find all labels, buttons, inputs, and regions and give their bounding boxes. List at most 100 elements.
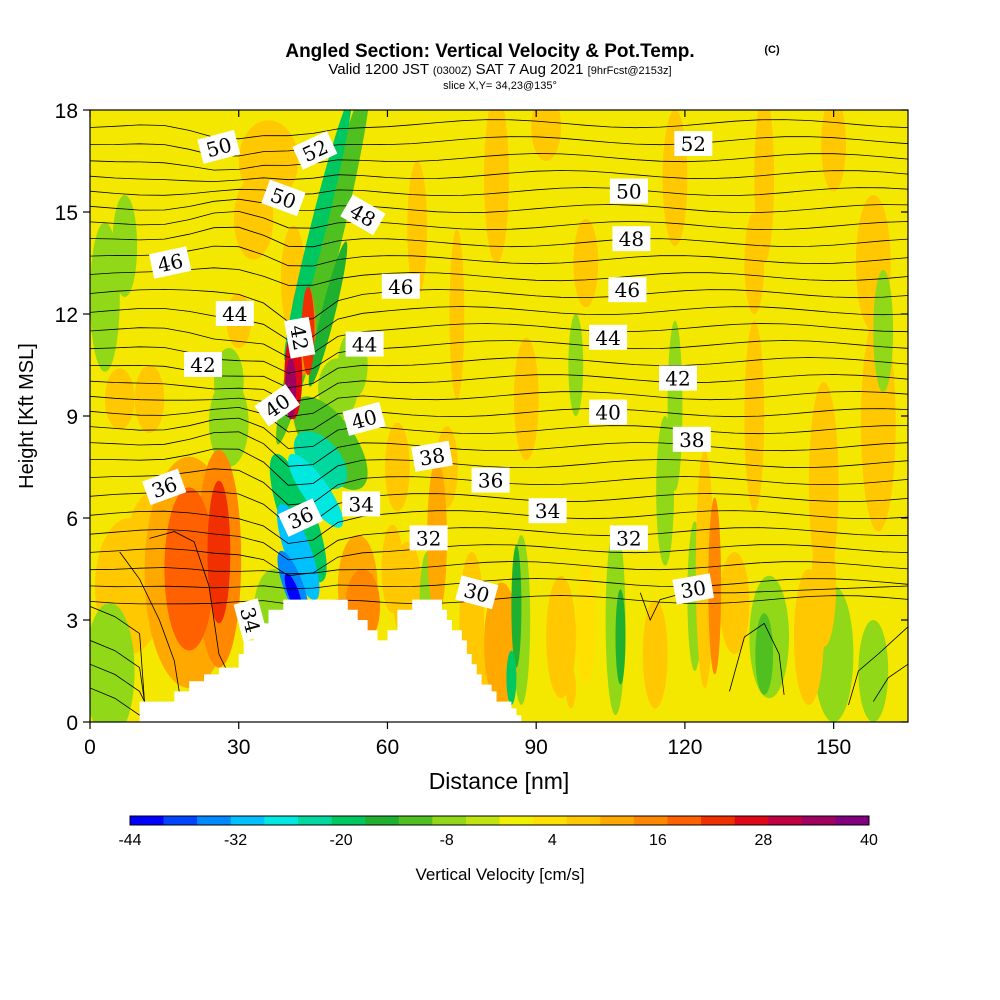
contour-label-bg — [672, 426, 711, 452]
theta-contour-line — [848, 626, 908, 706]
theta-contour-label: 38 — [411, 440, 453, 472]
theta-contour-line — [872, 663, 908, 702]
x-tick-label: 150 — [816, 736, 851, 759]
colorbar-swatch — [365, 816, 400, 825]
colorbar-label: Vertical Velocity [cm/s] — [415, 865, 584, 884]
contour-label-text: 44 — [595, 326, 620, 350]
theta-contour-line — [90, 544, 908, 577]
contour-label-bg — [184, 352, 222, 377]
contour-label-text: 38 — [417, 443, 446, 471]
colorbar-tick-label: -20 — [330, 832, 353, 849]
chart-subtitle: Valid 1200 JST (0300Z) SAT 7 Aug 2021 [9… — [328, 61, 671, 78]
contour-label-bg — [292, 130, 338, 170]
contour-label-bg — [471, 467, 510, 493]
velocity-cell — [565, 667, 576, 709]
velocity-cell — [615, 589, 626, 685]
velocity-cell — [744, 212, 765, 314]
contour-label-text: 32 — [616, 526, 641, 550]
x-tick-label: 30 — [227, 736, 250, 759]
contour-label-text: 46 — [388, 275, 413, 299]
contour-label-text: 30 — [679, 575, 708, 603]
theta-contour-label: 36 — [471, 467, 510, 493]
colorbar-swatch — [667, 816, 702, 825]
theta-contour-label: 42 — [284, 316, 316, 359]
y-axis-label: Height [Kft MSL] — [16, 343, 38, 489]
theta-contour-line — [90, 357, 908, 389]
velocity-cell — [288, 453, 344, 528]
contour-label-bg — [411, 440, 453, 472]
contour-label-bg — [455, 575, 499, 610]
velocity-cell — [808, 382, 839, 586]
contour-label-text: 34 — [348, 492, 373, 516]
colorbar-swatch — [398, 816, 433, 825]
colorbar-swatch — [633, 816, 668, 825]
contour-label-bg — [149, 246, 192, 279]
contour-label-bg — [608, 277, 647, 303]
velocity-cell — [134, 365, 165, 433]
colorbar-tick-label: 28 — [755, 832, 773, 849]
contour-label-bg — [672, 573, 715, 605]
theta-contour-line — [90, 663, 145, 702]
colorbar: -44 -32 -20 -8 4 16 28 40 — [118, 815, 878, 849]
velocity-cell — [90, 222, 120, 372]
theta-contour-line — [90, 323, 908, 358]
colorbar-swatch — [801, 816, 836, 825]
colorbar-tick-label: -32 — [224, 832, 247, 849]
theta-contour-line — [90, 187, 908, 197]
theta-contour-line — [90, 491, 908, 525]
theta-contour-line — [90, 267, 908, 286]
velocity-cell — [385, 422, 410, 512]
velocity-cell — [642, 599, 668, 709]
colorbar-swatch — [768, 816, 803, 825]
contour-label-text: 50 — [616, 180, 641, 204]
colorbar-swatch — [230, 816, 265, 825]
theta-contour-line — [90, 391, 908, 418]
theta-contour-label: 32 — [409, 525, 448, 551]
contour-label-bg — [659, 365, 697, 391]
colorbar-swatch — [197, 816, 232, 825]
contour-label-text: 34 — [535, 499, 560, 523]
contour-label-bg — [609, 525, 648, 551]
contour-label-bg — [589, 324, 628, 350]
colorbar-tick-label: -44 — [118, 832, 141, 849]
colorbar-swatch — [331, 816, 366, 825]
contour-label-bg — [528, 498, 567, 524]
contour-label-text: 46 — [615, 278, 640, 302]
contour-label-bg — [340, 194, 386, 236]
contour-label-text: 38 — [679, 428, 704, 452]
theta-contour-line — [90, 288, 908, 323]
velocity-cell — [811, 524, 837, 648]
y-tick-label: 6 — [66, 508, 78, 531]
colorbar-swatch — [297, 816, 332, 825]
contour-label-text: 44 — [352, 333, 377, 357]
velocity-cell — [719, 552, 750, 654]
theta-contour-line — [90, 406, 908, 433]
contour-label-bg — [277, 498, 323, 537]
colorbar-tick-label: 4 — [548, 832, 557, 849]
contour-label-bg — [345, 331, 384, 357]
contour-label-bg — [609, 178, 648, 204]
theta-contour-label: 44 — [589, 324, 628, 350]
colorbar-swatch — [264, 816, 299, 825]
theta-contour-line — [90, 245, 908, 267]
contour-label-bg — [215, 301, 254, 326]
theta-contour-label: 52 — [674, 131, 713, 156]
contour-label-text: 42 — [285, 323, 313, 352]
velocity-cell — [573, 218, 599, 308]
contour-label-text: 42 — [665, 367, 690, 391]
velocity-cell — [207, 480, 231, 624]
x-tick-label: 0 — [84, 736, 96, 759]
x-tick-label: 60 — [376, 736, 399, 759]
colorbar-swatch — [499, 816, 534, 825]
contour-label-text: 48 — [619, 227, 644, 251]
velocity-cell — [708, 497, 722, 675]
contour-label-text: 44 — [222, 302, 247, 326]
theta-contour-line — [90, 170, 908, 183]
velocity-cell — [568, 314, 584, 416]
contour-label-bg — [261, 179, 306, 217]
theta-contour-label: 44 — [345, 331, 384, 357]
y-tick-label: 0 — [66, 712, 78, 735]
